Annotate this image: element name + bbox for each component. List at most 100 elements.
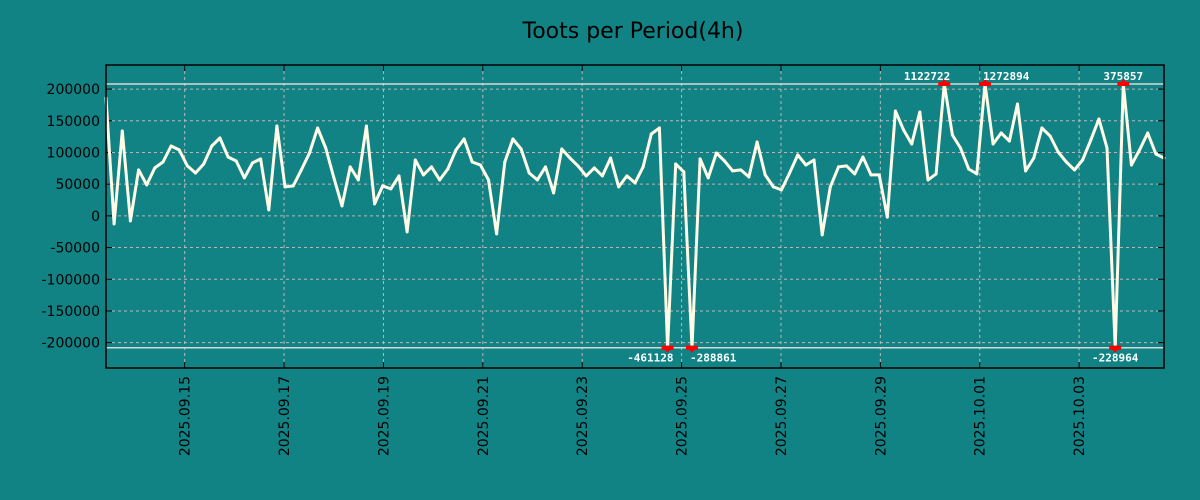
data-point (1016, 102, 1020, 106)
data-point (926, 178, 930, 182)
data-point (771, 185, 775, 189)
data-point (381, 184, 385, 188)
outlier-label: -228964 (1092, 352, 1139, 365)
data-point (1040, 126, 1044, 130)
data-point (893, 109, 897, 113)
x-tick-label: 2025.10.01 (973, 376, 989, 456)
data-point (454, 148, 458, 152)
outlier-label: 375857 (1103, 70, 1143, 83)
data-point (552, 191, 556, 195)
outlier-marker-base (938, 82, 951, 87)
chart-title: Toots per Period(4h) (522, 19, 744, 44)
data-point (1056, 150, 1060, 154)
data-point (438, 178, 442, 182)
data-point (836, 165, 840, 169)
data-point (397, 174, 401, 178)
data-point (1105, 146, 1109, 150)
data-point (918, 110, 922, 114)
data-point (1129, 163, 1133, 167)
y-tick-label: 50000 (55, 177, 100, 193)
data-point (470, 160, 474, 164)
outlier-label: -288861 (690, 352, 737, 365)
data-point (674, 162, 678, 166)
data-point (1024, 169, 1028, 173)
x-tick-label: 2025.09.15 (178, 376, 194, 456)
outlier-marker-base (1109, 345, 1122, 350)
data-point (779, 188, 783, 192)
data-point (202, 162, 206, 166)
data-point (877, 173, 881, 177)
data-point (413, 158, 417, 162)
data-point (462, 137, 466, 141)
data-point (1154, 152, 1158, 156)
data-point (234, 159, 238, 163)
data-point (625, 174, 629, 178)
outlier-label: 1122722 (904, 70, 950, 83)
x-tick-label: 2025.09.21 (476, 376, 492, 456)
data-point (1048, 134, 1052, 138)
data-point (609, 156, 613, 160)
data-point (1007, 139, 1011, 143)
data-point (1081, 158, 1085, 162)
y-tick-label: 200000 (47, 82, 100, 98)
data-point (902, 128, 906, 132)
data-point (137, 168, 141, 172)
data-point (975, 172, 979, 176)
data-point (128, 219, 132, 223)
data-point (348, 165, 352, 169)
data-point (307, 151, 311, 155)
data-point (535, 178, 539, 182)
data-point (1097, 117, 1101, 121)
data-point (999, 131, 1003, 135)
data-point (584, 174, 588, 178)
data-point (161, 160, 165, 164)
y-tick-label: -200000 (42, 336, 101, 352)
data-point (869, 173, 873, 177)
data-point (682, 170, 686, 174)
x-tick-label: 2025.09.27 (774, 376, 790, 456)
data-point (495, 232, 499, 236)
data-point (112, 222, 116, 226)
x-tick-label: 2025.09.29 (873, 376, 889, 456)
data-point (820, 233, 824, 237)
data-point (543, 165, 547, 169)
y-tick-label: 100000 (47, 145, 100, 161)
outlier-marker-base (978, 82, 991, 87)
data-point (120, 129, 124, 133)
data-point (804, 163, 808, 167)
data-point (153, 166, 157, 170)
data-point (796, 153, 800, 157)
data-point (242, 176, 246, 180)
y-tick-label: 0 (91, 209, 100, 225)
data-point (503, 160, 507, 164)
data-point (487, 178, 491, 182)
data-point (332, 176, 336, 180)
data-point (763, 173, 767, 177)
x-tick-label: 2025.10.03 (1072, 376, 1088, 456)
data-point (169, 144, 173, 148)
grid (106, 65, 1164, 368)
data-point (1064, 160, 1068, 164)
data-point (430, 165, 434, 169)
data-point (617, 185, 621, 189)
data-point (1089, 138, 1093, 142)
outlier-label: -461128 (627, 352, 673, 365)
x-tick-label: 2025.09.17 (277, 376, 293, 456)
data-point (283, 185, 287, 189)
y-tick-label: -150000 (42, 304, 101, 320)
data-point (226, 155, 230, 159)
outlier-markers: -461128 -288861 1122722 1272894 -228964 37585… (627, 70, 1143, 365)
data-point (324, 146, 328, 150)
data-point (299, 168, 303, 172)
data-point (967, 167, 971, 171)
data-point (210, 144, 214, 148)
data-point (527, 171, 531, 175)
data-point (600, 174, 604, 178)
data-point (340, 204, 344, 208)
data-point (356, 178, 360, 182)
data-point (828, 185, 832, 189)
y-tick-label: 150000 (47, 114, 100, 130)
data-point (389, 187, 393, 191)
data-point (657, 126, 661, 130)
data-point (373, 202, 377, 206)
